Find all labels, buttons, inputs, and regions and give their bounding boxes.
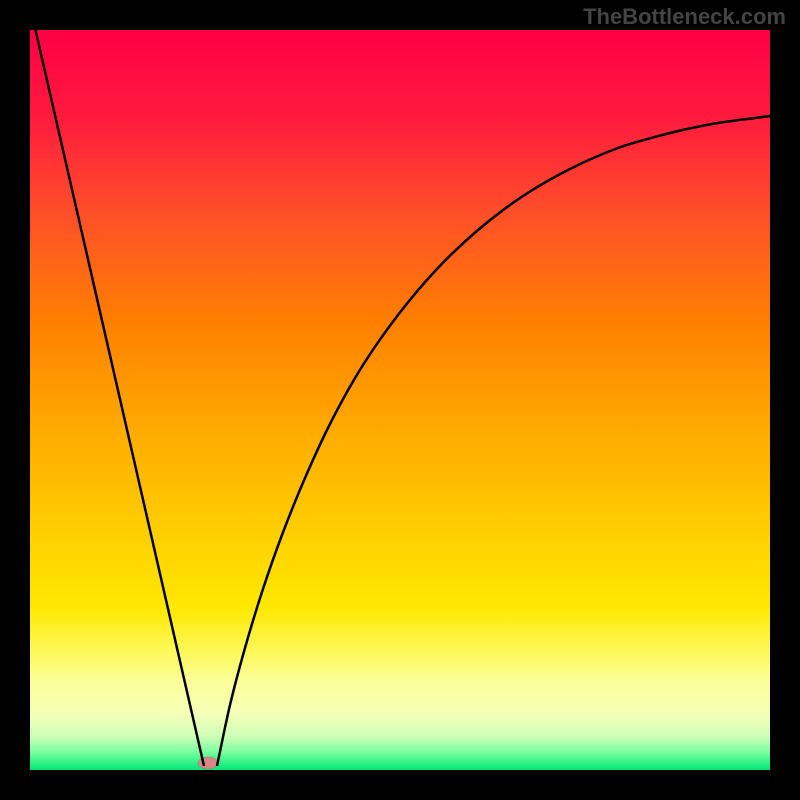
chart-svg xyxy=(0,0,800,800)
border-bottom xyxy=(0,770,800,800)
border-left xyxy=(0,0,30,800)
watermark-text: TheBottleneck.com xyxy=(583,4,786,30)
border-right xyxy=(770,0,800,800)
minimum-marker xyxy=(198,757,218,769)
plot-background xyxy=(30,30,770,770)
bottleneck-chart: TheBottleneck.com xyxy=(0,0,800,800)
